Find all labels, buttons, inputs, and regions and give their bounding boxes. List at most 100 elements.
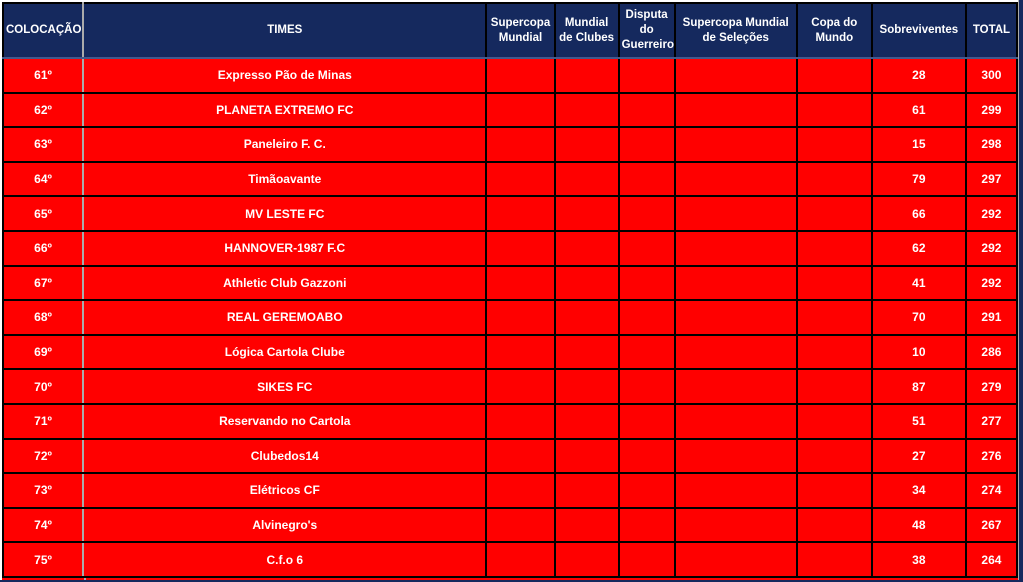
cell-disputa-do-guerreiro [617, 91, 676, 129]
table-header: COLOCAÇÃO TIMES Supercopa Mundial Mundia… [1, 2, 1019, 59]
cell-mundial-de-clubes [553, 402, 620, 440]
cell-supercopa-mundial [485, 506, 556, 544]
cell-mundial-de-clubes [553, 264, 620, 302]
cell-supercopa-mundial [485, 299, 556, 336]
window-edge-bottom [0, 580, 1023, 582]
cell-disputa-do-guerreiro [617, 264, 676, 302]
cell-supercopa-mundial [485, 472, 556, 509]
cell-supercopa-mundial-de-selecoes [673, 368, 798, 405]
cell-sobreviventes: 61 [870, 91, 967, 129]
table-row: 66º HANNOVER-1987 F.C 62 292 [1, 229, 1019, 267]
cell-total: 286 [964, 333, 1019, 371]
cell-colocacao: 68º [1, 299, 85, 336]
cell-time: Timãoavante [82, 160, 488, 198]
cell-colocacao: 75º [1, 541, 85, 578]
cell-mundial-de-clubes [553, 195, 620, 232]
cell-supercopa-mundial [485, 91, 556, 129]
table-row: 70º SIKES FC 87 279 [1, 368, 1019, 405]
cell-total: 274 [964, 472, 1019, 509]
cell-copa-do-mundo [795, 264, 873, 302]
table-row: 75º C.f.o 6 38 264 [1, 541, 1019, 578]
cell-time: HANNOVER-1987 F.C [82, 229, 488, 267]
cell-supercopa-mundial-de-selecoes [673, 91, 798, 129]
cell-colocacao: 62º [1, 91, 85, 129]
cell-copa-do-mundo [795, 437, 873, 475]
cell-total: 292 [964, 195, 1019, 232]
cell-copa-do-mundo [795, 57, 873, 94]
cell-supercopa-mundial-de-selecoes [673, 160, 798, 198]
table-row: 65º MV LESTE FC 66 292 [1, 195, 1019, 232]
cell-copa-do-mundo [795, 472, 873, 509]
cell-total: 300 [964, 57, 1019, 94]
cell-colocacao: 73º [1, 472, 85, 509]
cell-supercopa-mundial-de-selecoes [673, 333, 798, 371]
cell-supercopa-mundial-de-selecoes [673, 195, 798, 232]
cell-mundial-de-clubes [553, 299, 620, 336]
cell-time: MV LESTE FC [82, 195, 488, 232]
cell-sobreviventes: 38 [870, 541, 967, 578]
cell-disputa-do-guerreiro [617, 160, 676, 198]
cell-mundial-de-clubes [553, 57, 620, 94]
cell-mundial-de-clubes [553, 333, 620, 371]
cell-supercopa-mundial-de-selecoes [673, 437, 798, 475]
cell-copa-do-mundo [795, 299, 873, 336]
cell-mundial-de-clubes [553, 472, 620, 509]
cell-disputa-do-guerreiro [617, 333, 676, 371]
cell-copa-do-mundo [795, 160, 873, 198]
cell-mundial-de-clubes [553, 91, 620, 129]
cell-mundial-de-clubes [553, 368, 620, 405]
cell-supercopa-mundial [485, 402, 556, 440]
cell-total: 298 [964, 126, 1019, 163]
column-header-colocacao: COLOCAÇÃO [1, 2, 85, 59]
cell-colocacao: 72º [1, 437, 85, 475]
cell-supercopa-mundial [485, 229, 556, 267]
cell-supercopa-mundial [485, 333, 556, 371]
cell-supercopa-mundial [485, 160, 556, 198]
cell-copa-do-mundo [795, 368, 873, 405]
cell-colocacao: 74º [1, 506, 85, 544]
cell-time: Elétricos CF [82, 472, 488, 509]
column-header-total: TOTAL [964, 2, 1019, 59]
cell-disputa-do-guerreiro [617, 472, 676, 509]
cell-disputa-do-guerreiro [617, 437, 676, 475]
cell-sobreviventes: 28 [870, 57, 967, 94]
table-row: 68º REAL GEREMOABO 70 291 [1, 299, 1019, 336]
cell-time: C.f.o 6 [82, 541, 488, 578]
cell-mundial-de-clubes [553, 437, 620, 475]
cell-time: Alvinegro's [82, 506, 488, 544]
column-header-disputa-do-guerreiro: Disputa do Guerreiro [617, 2, 676, 59]
cell-supercopa-mundial-de-selecoes [673, 299, 798, 336]
cell-disputa-do-guerreiro [617, 402, 676, 440]
cell-colocacao: 61º [1, 57, 85, 94]
column-header-mundial-de-clubes: Mundial de Clubes [553, 2, 620, 59]
table-row: 72º Clubedos14 27 276 [1, 437, 1019, 475]
cell-colocacao: 70º [1, 368, 85, 405]
cell-time: Lógica Cartola Clube [82, 333, 488, 371]
table-row: 74º Alvinegro's 48 267 [1, 506, 1019, 544]
cell-supercopa-mundial [485, 57, 556, 94]
cell-copa-do-mundo [795, 333, 873, 371]
cell-total: 297 [964, 160, 1019, 198]
cell-colocacao: 64º [1, 160, 85, 198]
cell-supercopa-mundial [485, 126, 556, 163]
cell-colocacao: 69º [1, 333, 85, 371]
cell-time: SIKES FC [82, 368, 488, 405]
cell-time: Reservando no Cartola [82, 402, 488, 440]
cell-copa-do-mundo [795, 229, 873, 267]
cell-total: 277 [964, 402, 1019, 440]
column-header-supercopa-mundial-de-selecoes: Supercopa Mundial de Seleções [673, 2, 798, 59]
cell-mundial-de-clubes [553, 506, 620, 544]
cell-time: Paneleiro F. C. [82, 126, 488, 163]
cell-sobreviventes: 66 [870, 195, 967, 232]
table-row: 71º Reservando no Cartola 51 277 [1, 402, 1019, 440]
cell-total: 291 [964, 299, 1019, 336]
cell-time: REAL GEREMOABO [82, 299, 488, 336]
cell-sobreviventes: 87 [870, 368, 967, 405]
cell-disputa-do-guerreiro [617, 541, 676, 578]
cell-copa-do-mundo [795, 402, 873, 440]
cell-copa-do-mundo [795, 506, 873, 544]
cell-disputa-do-guerreiro [617, 126, 676, 163]
cell-time: Expresso Pão de Minas [82, 57, 488, 94]
cell-sobreviventes: 27 [870, 437, 967, 475]
